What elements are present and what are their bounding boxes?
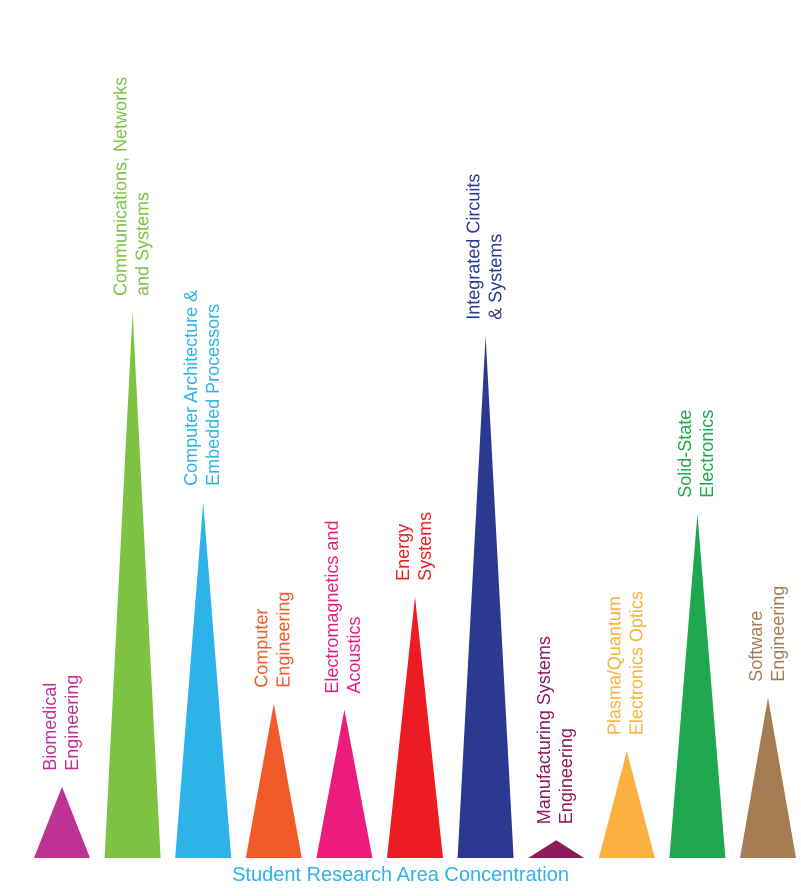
- category-label-6-line-1: & Systems: [485, 234, 505, 320]
- category-label-1-line-1: and Systems: [132, 192, 152, 296]
- category-label-1-line-0: Communications, Networks: [110, 77, 130, 296]
- bar-2: [175, 501, 232, 858]
- category-label-10-line-1: Engineering: [768, 586, 788, 682]
- category-label-8: Plasma/Quantum Electronics Optics: [605, 591, 647, 735]
- category-label-9-line-0: Solid-State: [675, 410, 695, 498]
- category-label-2: Computer Architecture & Embedded Processo…: [181, 290, 223, 486]
- bar-0: [34, 786, 90, 858]
- category-label-7-line-0: Manufacturing Systems: [534, 636, 554, 824]
- bar-8: [598, 751, 655, 858]
- category-label-7: Manufacturing Systems Engineering: [534, 636, 576, 824]
- bar-7: [528, 840, 585, 858]
- category-label-6: Integrated Circuits & Systems: [463, 174, 505, 320]
- category-label-2-line-0: Computer Architecture &: [181, 290, 201, 486]
- category-label-0-line-1: Engineering: [62, 675, 82, 771]
- category-label-1: Communications, Networks and Systems: [110, 77, 152, 296]
- category-label-2-line-1: Embedded Processors: [203, 304, 223, 486]
- category-label-6-line-0: Integrated Circuits: [463, 174, 483, 320]
- bar-10: [740, 697, 796, 858]
- category-label-9-line-1: Electronics: [697, 410, 717, 498]
- category-label-4: Electromagnetics and Acoustics: [322, 521, 364, 694]
- bar-4: [316, 709, 373, 858]
- category-label-3-line-1: Engineering: [274, 592, 294, 688]
- category-label-0-line-0: Biomedical: [40, 683, 60, 771]
- chart-title: Student Research Area Concentration: [232, 864, 569, 886]
- category-label-4-line-1: Acoustics: [344, 617, 364, 694]
- category-label-5-line-1: Systems: [415, 512, 435, 581]
- category-label-10-line-0: Software: [746, 611, 766, 682]
- category-label-8-line-0: Plasma/Quantum: [605, 596, 625, 735]
- bar-5: [387, 596, 443, 858]
- bar-9: [669, 513, 726, 858]
- category-label-0: Biomedical Engineering: [40, 675, 82, 771]
- category-label-4-line-0: Electromagnetics and: [322, 521, 342, 694]
- category-label-3-line-0: Computer: [252, 609, 272, 688]
- category-label-5: Energy Systems: [393, 512, 435, 581]
- bar-1: [104, 312, 161, 858]
- bar-6: [457, 335, 514, 858]
- category-label-3: Computer Engineering: [252, 592, 294, 688]
- category-label-7-line-1: Engineering: [556, 728, 576, 824]
- bar-3: [245, 703, 302, 858]
- category-label-8-line-1: Electronics Optics: [627, 591, 647, 735]
- category-label-5-line-0: Energy: [393, 524, 413, 581]
- category-label-10: Software Engineering: [746, 586, 788, 682]
- category-label-9: Solid-State Electronics: [675, 410, 717, 498]
